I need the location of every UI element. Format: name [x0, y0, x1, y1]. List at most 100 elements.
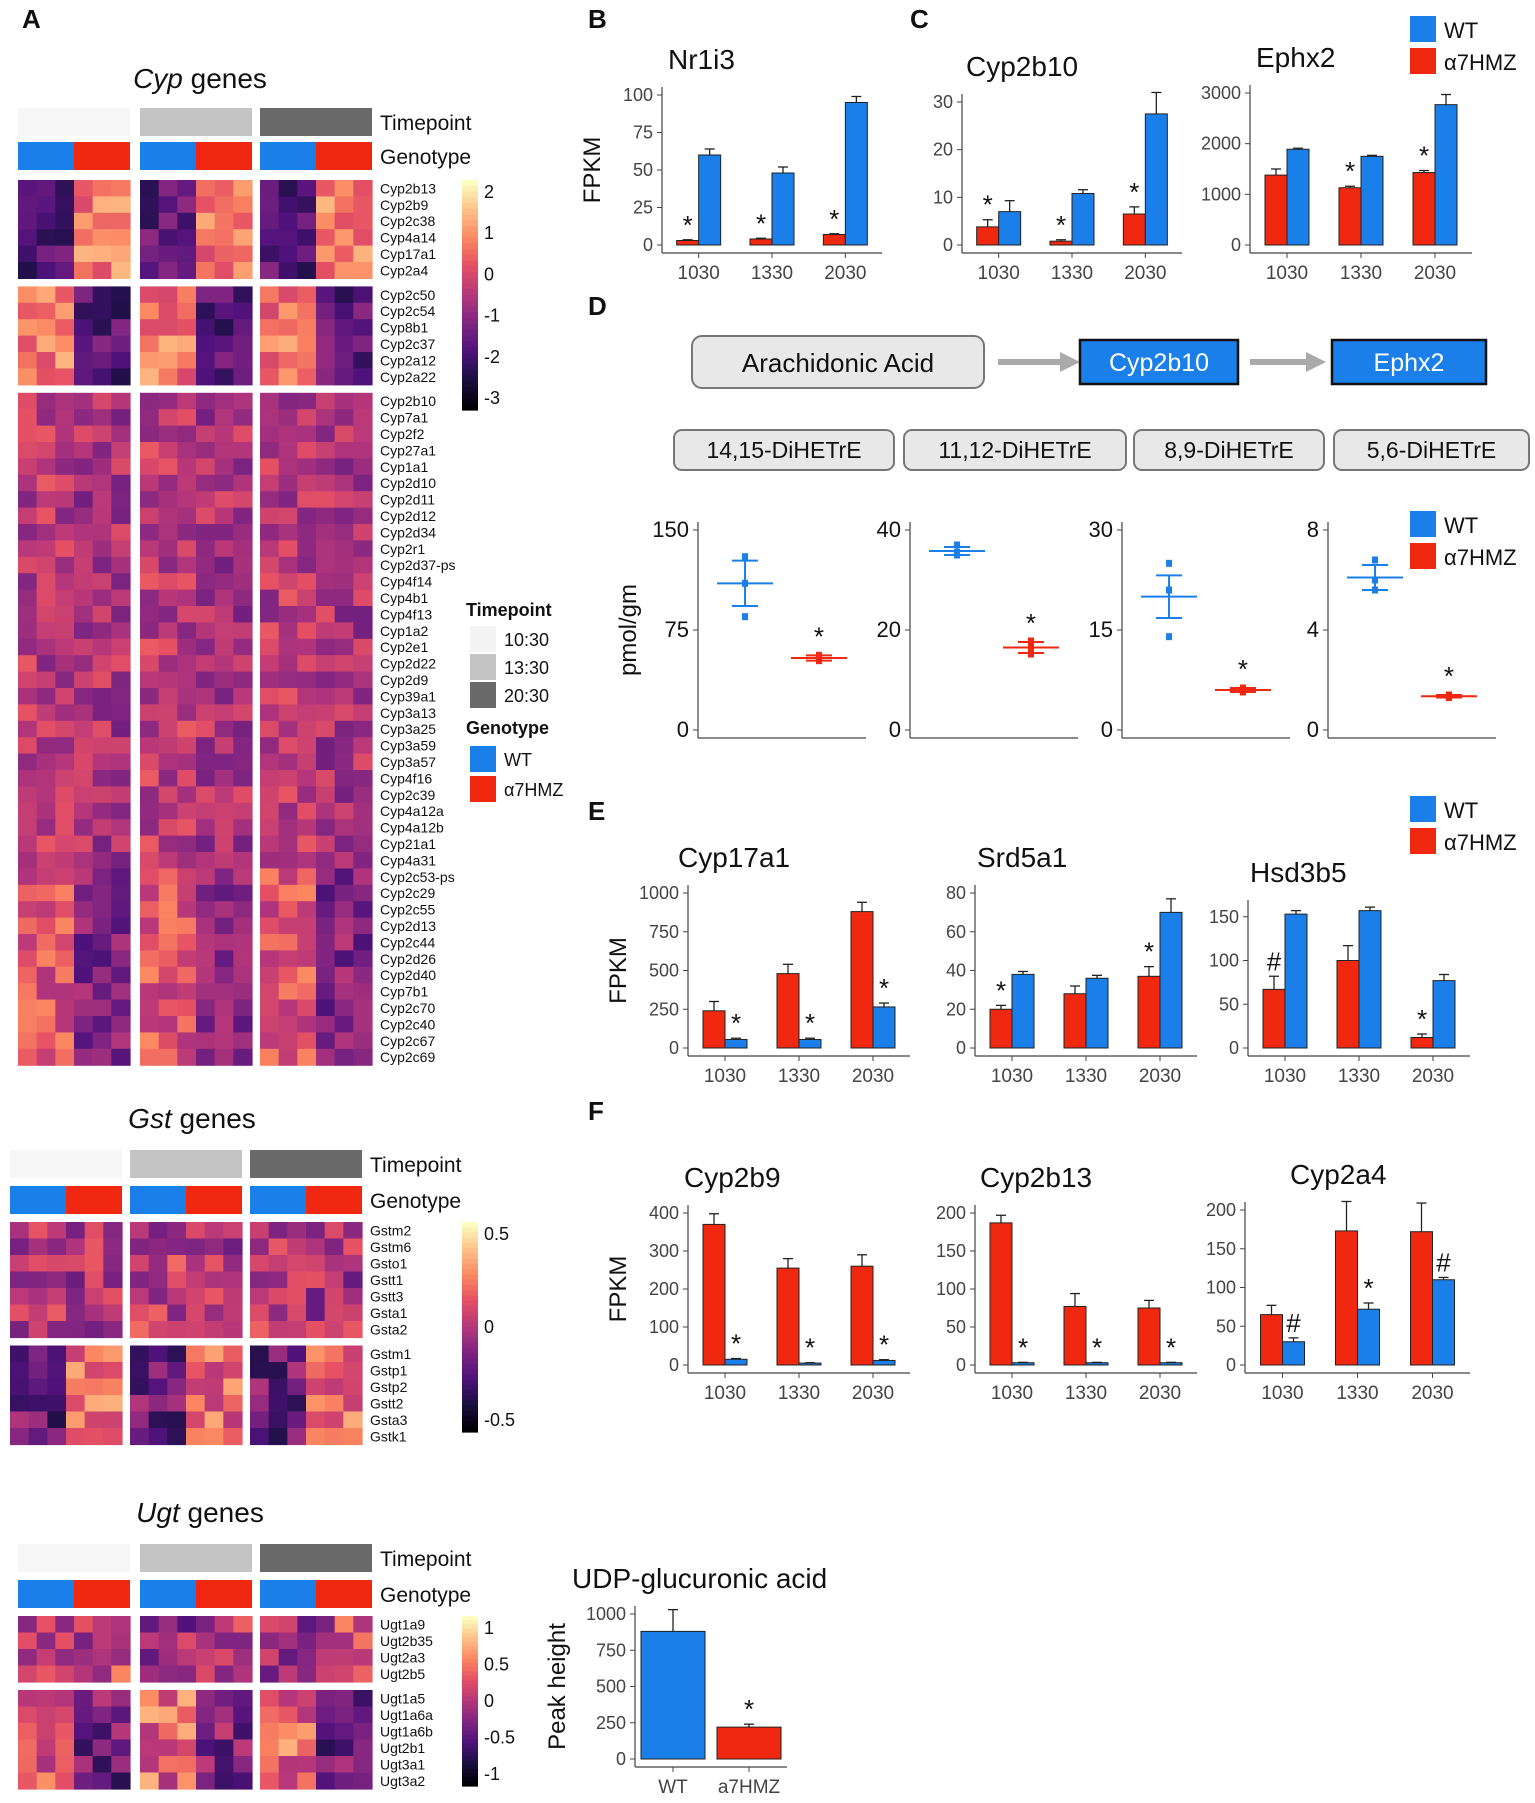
heatmap-cell: [66, 1378, 86, 1396]
gene-label: Cyp7a1: [380, 410, 428, 426]
heatmap-cell: [177, 983, 197, 1001]
heatmap-cell: [130, 1411, 150, 1429]
heatmap-cell: [18, 286, 38, 304]
heatmap-cell: [353, 540, 373, 558]
heatmap-cell: [233, 1665, 253, 1683]
heatmap-cell: [233, 507, 253, 525]
genotype-bar-wt: [130, 1186, 186, 1214]
gene-label: Cyp27a1: [380, 442, 436, 458]
heatmap-cell: [74, 507, 94, 525]
bar-wt: [1284, 913, 1308, 1049]
heatmap-cell: [316, 819, 336, 837]
heatmap-cell: [268, 1378, 288, 1396]
legend-bc-swatch-mut: [1410, 48, 1436, 74]
heatmap-cell: [140, 286, 160, 304]
heatmap-cell: [287, 1255, 307, 1273]
x-tick-label: 1030: [1264, 1066, 1306, 1087]
heatmap-cell: [92, 917, 112, 935]
heatmap-cell: [36, 556, 56, 574]
heatmap-cell: [92, 1616, 112, 1634]
heatmap-cell: [177, 901, 197, 919]
colorscale-segment: [462, 312, 478, 319]
heatmap-cell: [167, 1362, 187, 1380]
gene-label: Ugt2a3: [380, 1650, 425, 1666]
heatmap-cell: [334, 720, 354, 738]
significance-marker: *: [683, 210, 693, 240]
heatmap-cyp: Cyp genesTimepointGenotypeCyp2b13Cyp2b9C…: [18, 63, 500, 1066]
heatmap-cell: [233, 589, 253, 607]
heatmap-cell: [36, 737, 56, 755]
heatmap-cell: [92, 884, 112, 902]
heatmap-cell: [158, 966, 178, 984]
heatmap-cell: [36, 1632, 56, 1650]
heatmap-cell: [18, 1739, 38, 1757]
heatmap-cell: [260, 934, 280, 951]
heatmap-cell: [334, 934, 354, 951]
significance-marker: *: [1092, 1332, 1102, 1362]
bar-wt: [1286, 148, 1310, 246]
colorscale-tick: -0.5: [484, 1728, 515, 1748]
heatmap-cell: [324, 1428, 344, 1446]
bar-wt: [872, 1359, 896, 1366]
colorscale-segment: [462, 226, 478, 233]
heatmap-cell: [260, 524, 280, 541]
heatmap-cell: [260, 720, 280, 738]
heatmap-cell: [196, 425, 216, 443]
x-tick-label: 1330: [1340, 263, 1382, 284]
heatmap-cell: [158, 302, 178, 320]
pathway-enzyme2-box: [1330, 338, 1488, 386]
heatmap-cell: [214, 770, 234, 787]
heatmap-cell: [148, 1321, 168, 1339]
gene-label: Gsta3: [370, 1412, 408, 1428]
data-point-wt: [954, 551, 961, 559]
heatmap-cell: [111, 704, 131, 722]
heatmap-cell: [233, 442, 253, 459]
heatmap-cell: [74, 638, 94, 656]
heatmap-cell: [316, 425, 336, 443]
heatmap-cell: [92, 753, 112, 771]
heatmap-title-italic: Cyp: [133, 63, 183, 94]
heatmap-cell: [158, 737, 178, 755]
genotype-bar-mut: [316, 142, 372, 170]
heatmap-cell: [306, 1255, 326, 1273]
gene-label: Cyp2d11: [380, 492, 435, 508]
heatmap-cell: [111, 999, 131, 1017]
heatmap-cell: [233, 901, 253, 919]
heatmap-cell: [84, 1288, 104, 1306]
heatmap-cell: [297, 392, 317, 410]
heatmap-cell: [84, 1271, 104, 1289]
significance-marker: *: [805, 1333, 815, 1363]
y-tick-label: 750: [596, 1640, 626, 1660]
heatmap-cell: [18, 540, 38, 558]
heatmap-cell: [177, 1665, 197, 1683]
heatmap-cell: [353, 1048, 373, 1066]
heatmap-cell: [177, 573, 197, 591]
heatmap-cell: [177, 458, 197, 476]
heatmap-cell: [268, 1271, 288, 1289]
heatmap-cell: [334, 540, 354, 558]
heatmap-cell: [196, 458, 216, 476]
heatmap-cell: [297, 335, 317, 353]
heatmap-cell: [55, 884, 75, 902]
heatmap-cell: [140, 1016, 160, 1033]
heatmap-cell: [36, 606, 56, 623]
heatmap-cell: [111, 1632, 131, 1650]
heatmap-cell: [140, 671, 160, 689]
heatmap-cell: [55, 999, 75, 1017]
heatmap-cell: [140, 852, 160, 869]
heatmap-cell: [158, 934, 178, 951]
y-tick-label: 100: [623, 85, 653, 105]
heatmap-cell: [177, 425, 197, 443]
heatmap-cell: [316, 852, 336, 869]
gene-label: Cyp2c70: [380, 1000, 435, 1016]
heatmap-cell: [287, 1362, 307, 1380]
heatmap-cell: [278, 1723, 298, 1741]
heatmap-cell: [47, 1362, 67, 1380]
heatmap-cell: [74, 302, 94, 320]
gene-label: Cyp4f16: [380, 770, 432, 786]
heatmap-cell: [297, 884, 317, 902]
gene-label: Cyp2c69: [380, 1049, 435, 1065]
data-point-mut: [815, 657, 822, 665]
heatmap-cell: [18, 934, 38, 951]
chart-title: Nr1i3: [668, 44, 735, 75]
